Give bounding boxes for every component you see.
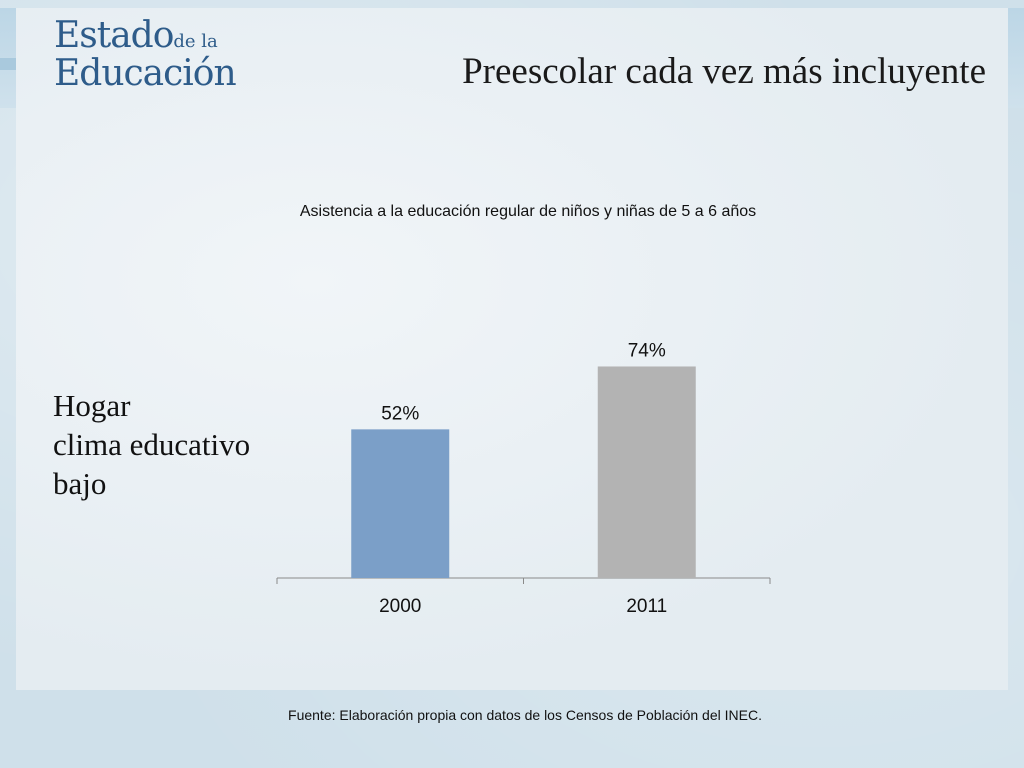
chart-title: Asistencia a la educación regular de niñ… (299, 203, 757, 220)
data-label-2000: 52% (381, 403, 419, 424)
side-label-line: bajo (53, 466, 107, 501)
side-label-line: Hogar (53, 388, 131, 423)
estado-de-la-educacion-logo: Estadode la Educación (54, 15, 274, 94)
content-panel (16, 8, 1008, 690)
side-label: Hogar clima educativo bajo (53, 386, 250, 503)
logo-line2: Educación (54, 53, 237, 94)
bar-2011 (597, 366, 696, 578)
source-note: Fuente: Elaboración propia con datos de … (288, 707, 762, 723)
x-tick-label-2011: 2011 (626, 596, 667, 617)
bar-2000 (351, 429, 450, 578)
side-label-line: clima educativo (53, 427, 251, 462)
x-tick-label-2000: 2000 (379, 596, 421, 617)
slide-title: Preescolar cada vez más incluyente (462, 51, 986, 92)
data-label-2011: 74% (628, 340, 666, 361)
logo-line1: Estadode la (54, 15, 218, 56)
